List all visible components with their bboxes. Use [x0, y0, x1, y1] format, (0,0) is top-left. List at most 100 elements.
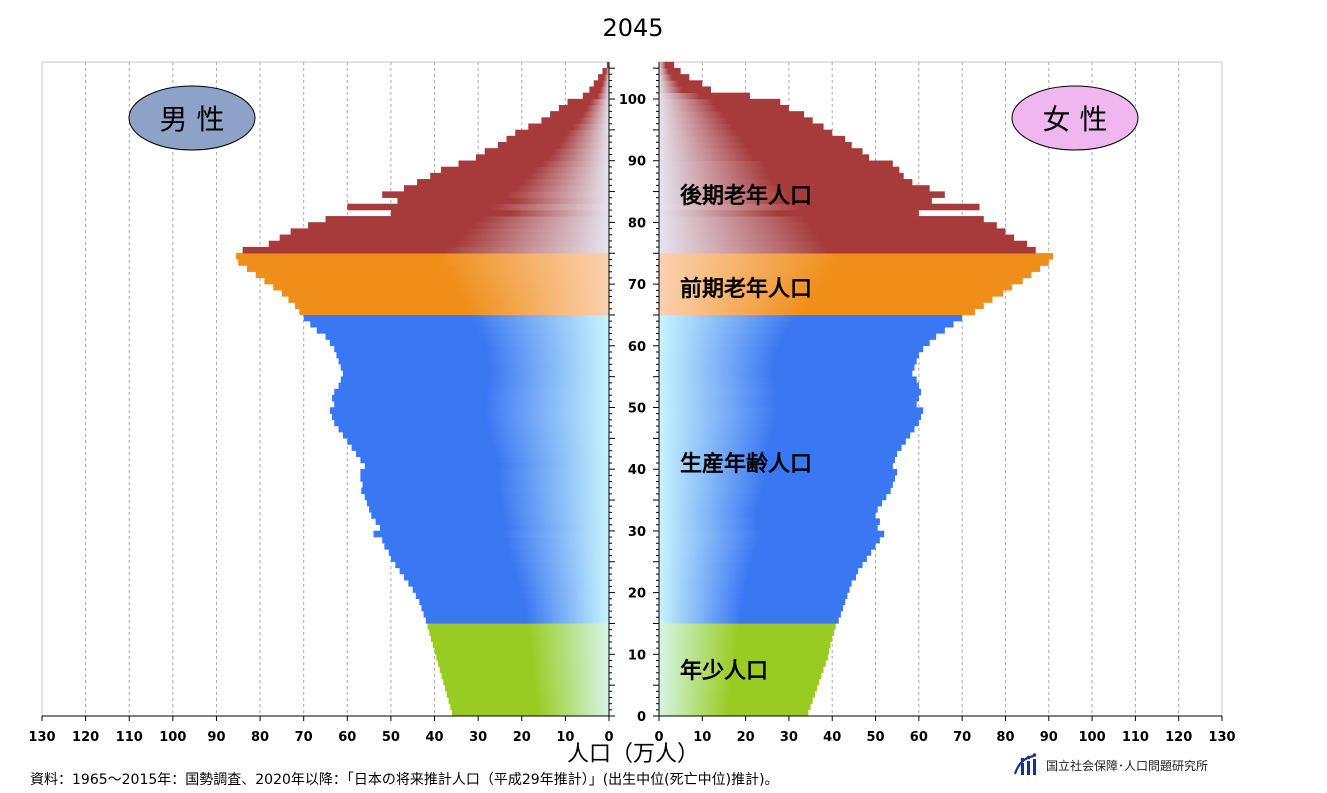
x-tick-label: 10: [693, 730, 711, 745]
bar-male: [427, 623, 609, 630]
x-tick-label: 20: [513, 730, 531, 745]
bar-male: [558, 104, 609, 112]
bar-male: [382, 191, 609, 198]
bar-female: [659, 388, 922, 396]
bar-male: [593, 80, 609, 87]
x-tick-label: 110: [1122, 730, 1149, 745]
bar-male: [288, 296, 609, 303]
x-axis-label: 人口（万人）: [567, 742, 699, 767]
bar-female: [659, 265, 1041, 272]
bar-female: [659, 456, 896, 464]
bar-female: [659, 660, 826, 667]
x-tick-label: 0: [654, 730, 663, 745]
bar-male: [448, 697, 609, 704]
bar-male: [404, 185, 609, 192]
male-legend-label: 男 性: [160, 103, 225, 136]
bar-male: [238, 259, 609, 266]
bar-female: [659, 142, 852, 149]
bar-male: [439, 666, 609, 674]
y-tick-label: 70: [628, 278, 646, 293]
bar-male: [589, 86, 609, 94]
bar-male: [351, 444, 609, 451]
bar-male: [273, 283, 609, 291]
bar-male: [360, 475, 609, 482]
female-legend-badge: [1011, 85, 1139, 151]
x-tick-label: 120: [1165, 730, 1192, 745]
bar-male: [329, 339, 609, 347]
chart-title: 2045: [602, 14, 663, 42]
bar-female: [659, 481, 893, 488]
bar-male: [404, 573, 609, 581]
bar-female: [659, 666, 824, 674]
bar-female: [659, 277, 1023, 285]
bar-female: [659, 672, 822, 680]
bar-male: [360, 456, 609, 464]
bar-female: [659, 419, 919, 427]
bar-male: [436, 654, 609, 661]
bar-female: [659, 524, 878, 532]
age-group-label: 生産年齢人口: [680, 451, 812, 477]
bar-female: [659, 598, 846, 606]
bar-male: [432, 641, 609, 649]
bar-female: [659, 425, 915, 433]
y-tick-label: 80: [628, 216, 646, 231]
bar-male: [268, 240, 609, 248]
x-tick-label: 60: [910, 730, 928, 745]
bar-male: [382, 536, 609, 544]
bar-male: [415, 592, 609, 599]
bar-female: [659, 555, 867, 562]
bar-male: [332, 413, 609, 421]
bar-male: [338, 357, 609, 365]
bar-male: [334, 388, 609, 396]
bar-female: [659, 166, 900, 174]
bar-male: [362, 481, 609, 488]
bar-female: [659, 154, 870, 161]
bar-female: [659, 283, 1012, 291]
bar-male: [361, 487, 609, 495]
bar-female: [659, 635, 833, 643]
bar-male: [334, 345, 609, 353]
bar-female: [659, 499, 883, 507]
organization-name: 国立社会保障･人口問題研究所: [1046, 758, 1209, 773]
bar-female: [659, 376, 917, 384]
bar-male: [528, 123, 609, 131]
x-tick-label: 0: [604, 730, 613, 745]
bar-female: [659, 302, 984, 309]
bar-male: [443, 678, 609, 686]
bar-female: [659, 364, 915, 371]
x-tick-label: 80: [996, 730, 1014, 745]
bar-male: [602, 67, 609, 75]
bar-female: [659, 98, 781, 106]
bar-female: [659, 172, 904, 180]
bar-female: [659, 351, 919, 359]
x-tick-label: 100: [159, 730, 186, 745]
bar-female: [659, 370, 913, 377]
bar-female: [659, 703, 811, 711]
x-tick-label: 40: [823, 730, 841, 745]
x-tick-label: 40: [425, 730, 443, 745]
bar-male: [279, 234, 609, 242]
bar-female: [659, 530, 885, 538]
x-tick-label: 120: [72, 730, 99, 745]
bar-male: [294, 302, 609, 309]
bar-female: [659, 610, 841, 618]
bar-female: [659, 203, 980, 211]
bar-male: [450, 703, 609, 711]
bar-female: [659, 191, 945, 198]
bar-female: [659, 586, 850, 593]
bar-male: [441, 166, 609, 174]
x-tick-label: 10: [556, 730, 574, 745]
bar-male: [475, 154, 609, 161]
bar-male: [397, 197, 609, 205]
bar-female: [659, 104, 789, 112]
bar-female: [659, 185, 930, 192]
bar-female: [659, 320, 954, 328]
bar-female: [659, 450, 898, 458]
bar-female: [659, 623, 836, 630]
bar-male: [340, 376, 609, 384]
bar-female: [659, 444, 902, 451]
bar-female: [659, 339, 930, 347]
bar-female: [659, 543, 876, 550]
bar-female: [659, 290, 1004, 297]
bar-female: [659, 475, 896, 482]
